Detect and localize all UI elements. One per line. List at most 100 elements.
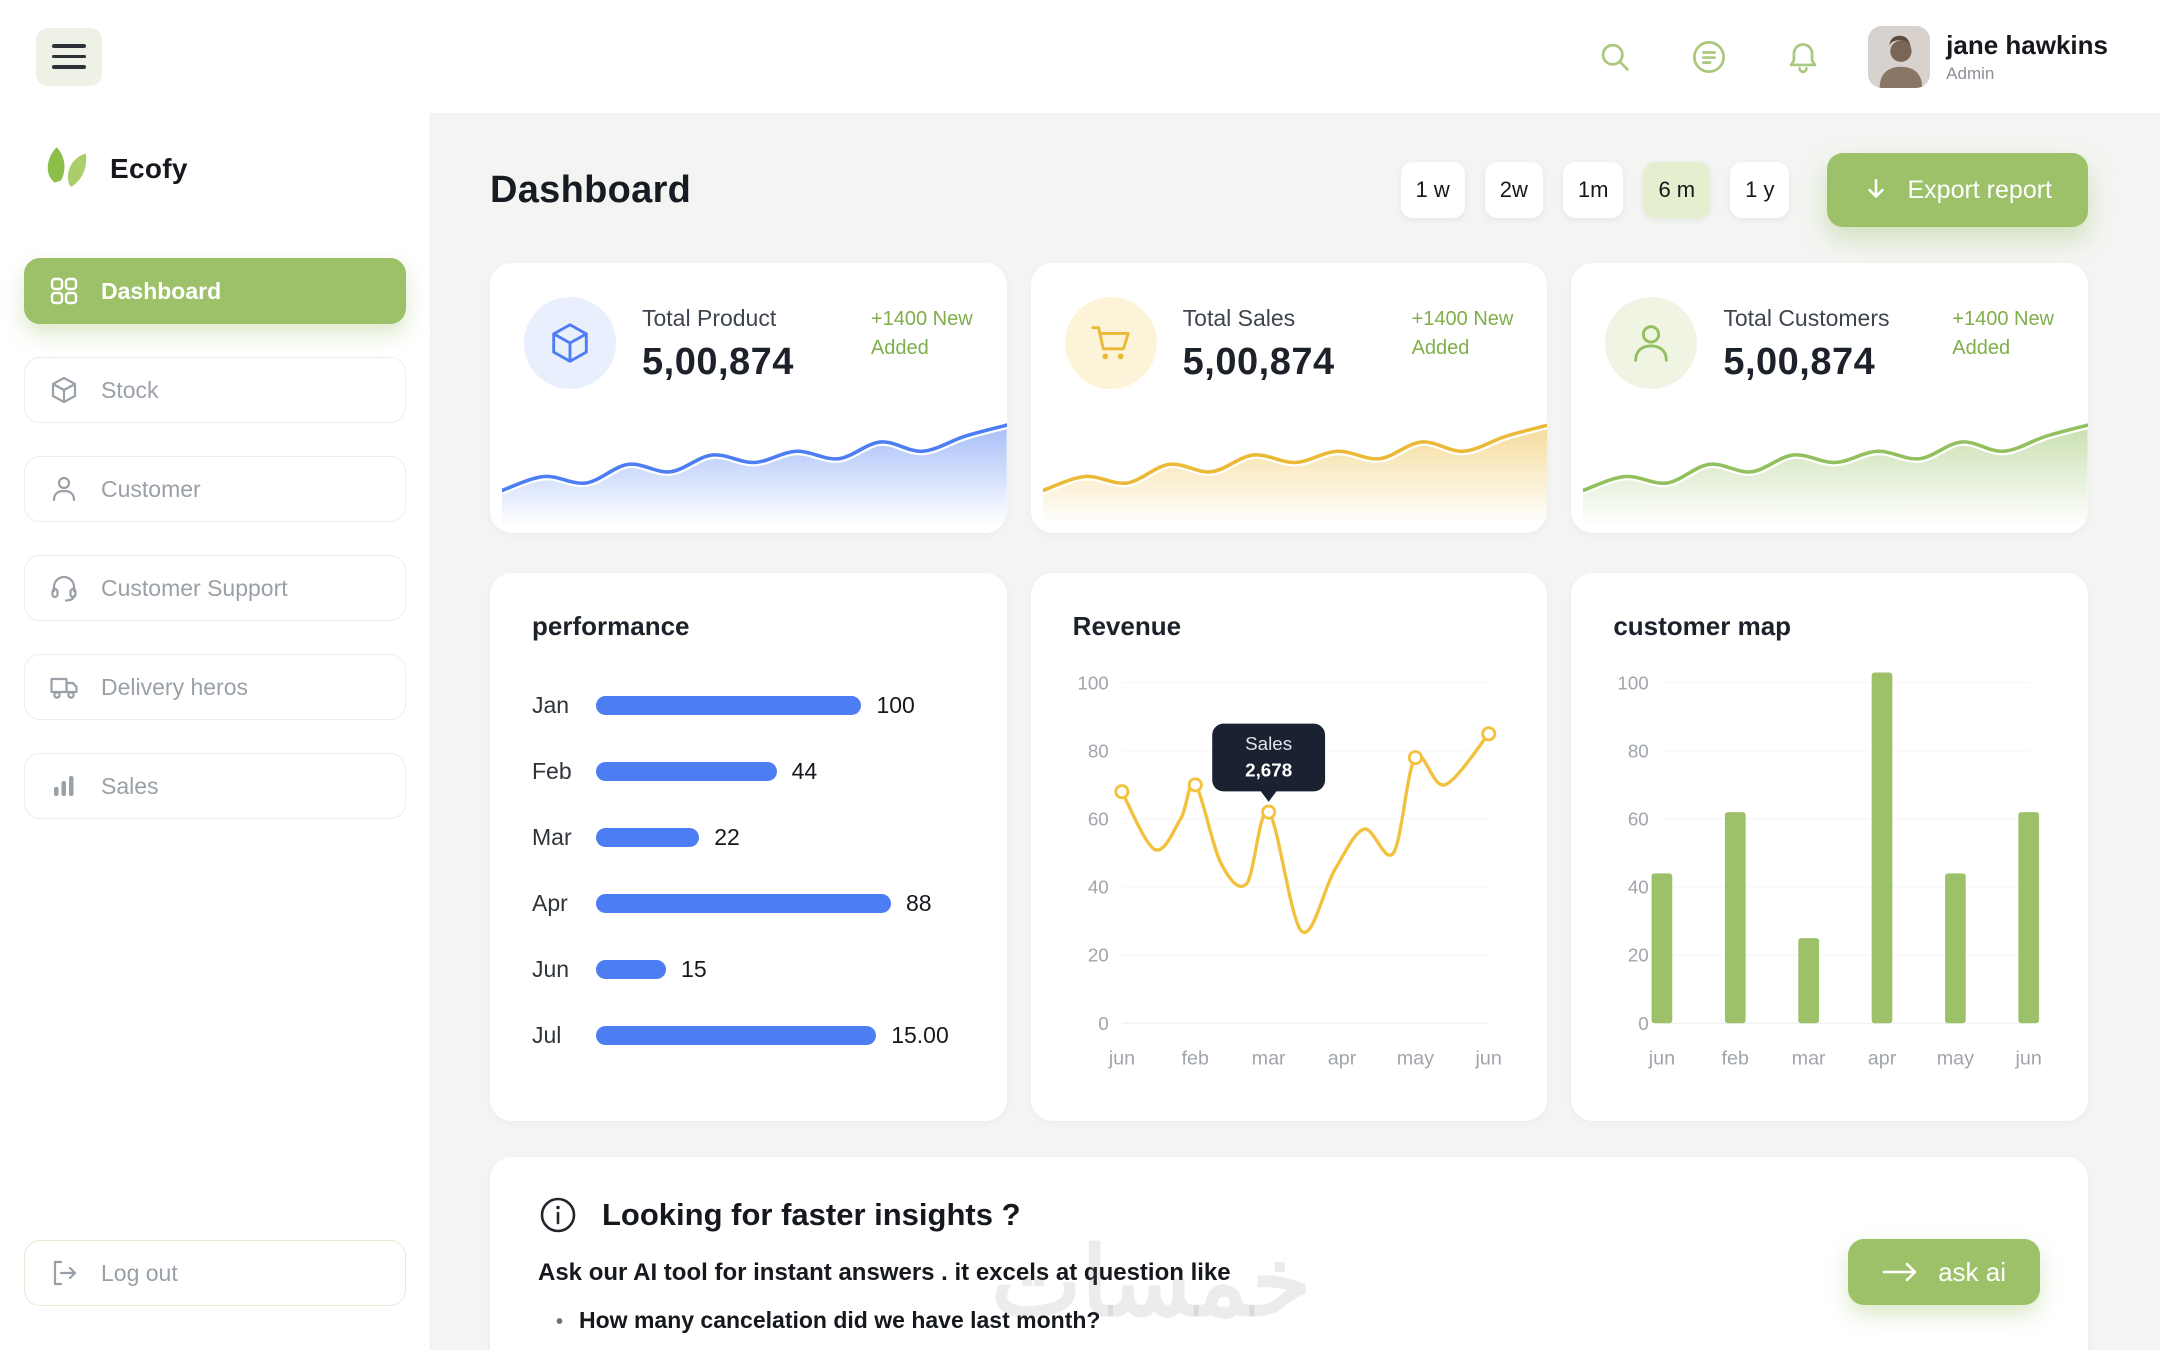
performance-rows: Jan 100 Feb 44 Mar 22 Apr 88 Jun 15 Jul 15.00 — [532, 690, 965, 1050]
logout-icon — [53, 1260, 77, 1286]
grid-icon — [50, 277, 78, 305]
ask-ai-label: ask ai — [1938, 1256, 2006, 1287]
sidebar-item-customer[interactable]: Customer — [24, 456, 406, 522]
bar-chart-icon — [54, 776, 74, 796]
stat-value: 5,00,874 — [1723, 341, 1876, 383]
svg-text:40: 40 — [1628, 877, 1649, 898]
range-chip-1m[interactable]: 1m — [1562, 162, 1624, 218]
customers-icon — [1605, 297, 1698, 389]
sidebar-item-sales[interactable]: Sales — [24, 753, 406, 819]
performance-value: 88 — [905, 889, 932, 916]
insights-subtitle: Ask our AI tool for instant answers . it… — [538, 1259, 1231, 1286]
sidebar-item-delivery-heros[interactable]: Delivery heros — [24, 654, 406, 720]
customer-map-card: customer map 0 20 40 60 80 100 jun feb mar apr may… — [1571, 573, 2089, 1121]
svg-text:jun: jun — [1107, 1048, 1134, 1070]
performance-category: Mar — [532, 823, 572, 850]
customer-map-bar — [1651, 873, 1673, 1024]
insights-bullets: • How many cancelation did we have last … — [538, 1307, 1848, 1350]
svg-text:may: may — [1396, 1048, 1433, 1070]
svg-text:2,678: 2,678 — [1245, 759, 1292, 780]
customer-map-chart: 0 20 40 60 80 100 jun feb mar apr may jun — [1618, 672, 2043, 1070]
sidebar-item-customer-support[interactable]: Customer Support — [24, 555, 406, 621]
range-chip-6m[interactable]: 6 m — [1643, 162, 1711, 218]
bell-icon[interactable] — [1774, 28, 1832, 86]
performance-card: performance Jan 100 Feb 44 Mar 22 Apr 88 Jun 15 Ju… — [490, 573, 1007, 1121]
performance-title: performance — [532, 611, 690, 641]
header-actions: 1 w 2w 1m 6 m 1 y Export report — [1400, 153, 2088, 227]
performance-category: Feb — [532, 757, 572, 784]
performance-value: 100 — [876, 691, 915, 718]
sidebar-item-label: Stock — [101, 376, 159, 403]
download-icon — [1868, 178, 1885, 198]
revenue-title: Revenue — [1072, 611, 1182, 641]
charts-row: performance Jan 100 Feb 44 Mar 22 Apr 88 Jun 15 Ju… — [490, 573, 2089, 1121]
insights-title: Looking for faster insights ? — [602, 1197, 1021, 1232]
range-chip-1w[interactable]: 1 w — [1400, 162, 1465, 218]
performance-bar — [596, 893, 891, 913]
customer-map-bar — [1945, 873, 1967, 1024]
topbar-actions: jane hawkins Admin — [1586, 25, 2108, 88]
user-name: jane hawkins — [1946, 29, 2108, 60]
svg-text:0: 0 — [1098, 1013, 1108, 1034]
performance-value: 44 — [791, 757, 818, 784]
ask-ai-button[interactable]: ask ai — [1848, 1239, 2040, 1305]
page-title: Dashboard — [490, 168, 692, 211]
performance-row-jul: Jul 15.00 — [532, 1020, 965, 1050]
sidebar-item-stock[interactable]: Stock — [24, 357, 406, 423]
export-report-label: Export report — [1907, 175, 2052, 204]
main-header: Dashboard 1 w 2w 1m 6 m 1 y Export report — [490, 153, 2088, 227]
sidebar-item-label: Dashboard — [101, 277, 222, 304]
stat-card-total-product: Total Product 5,00,874 +1400 New Added — [490, 263, 1007, 533]
customer-map-bar — [1725, 812, 1746, 1024]
user-meta: jane hawkins Admin — [1946, 30, 2108, 84]
performance-category: Apr — [532, 889, 568, 916]
stat-badge: +1400 New Added — [1952, 308, 2055, 359]
svg-text:apr: apr — [1868, 1048, 1897, 1070]
range-chip-1y[interactable]: 1 y — [1730, 162, 1790, 218]
sales-sparkline — [1042, 421, 1548, 529]
svg-text:20: 20 — [1087, 945, 1108, 966]
search-icon[interactable] — [1586, 28, 1644, 86]
cart-icon — [1064, 297, 1157, 389]
logout-label: Log out — [101, 1259, 178, 1286]
hamburger-menu-button[interactable] — [36, 27, 102, 86]
stats-row: Total Product 5,00,874 +1400 New Added — [490, 263, 2089, 533]
user-profile[interactable]: jane hawkins Admin — [1868, 25, 2108, 88]
performance-category: Jul — [532, 1021, 562, 1048]
sidebar-item-dashboard[interactable]: Dashboard — [24, 258, 406, 324]
customer-map-bar — [1872, 672, 1893, 1024]
svg-text:80: 80 — [1628, 740, 1649, 761]
svg-text:feb: feb — [1181, 1048, 1208, 1070]
bullet-dot: • — [556, 1311, 564, 1333]
stat-card-total-customers: Total Customers 5,00,874 +1400 New Added — [1571, 263, 2089, 533]
topbar: jane hawkins Admin — [0, 0, 2160, 113]
info-icon — [540, 1197, 576, 1233]
product-sparkline — [502, 421, 1007, 529]
performance-value: 22 — [714, 823, 740, 850]
avatar — [1868, 25, 1931, 88]
performance-category: Jun — [532, 955, 570, 982]
user-role: Admin — [1946, 63, 1995, 83]
stat-card-total-sales: Total Sales 5,00,874 +1400 New Added — [1030, 263, 1548, 533]
svg-text:mar: mar — [1792, 1048, 1826, 1070]
svg-text:jun: jun — [1648, 1048, 1675, 1070]
sidebar-nav: Dashboard Stock Customer — [24, 258, 406, 819]
performance-row-jan: Jan 100 — [532, 690, 965, 720]
svg-text:80: 80 — [1087, 740, 1108, 761]
logout-button[interactable]: Log out — [24, 1240, 406, 1306]
svg-text:0: 0 — [1639, 1013, 1649, 1034]
svg-text:100: 100 — [1077, 672, 1108, 693]
stat-texts: Total Product 5,00,874 — [642, 297, 794, 384]
performance-category: Jan — [532, 691, 570, 718]
ecofy-logo-icon — [38, 141, 92, 196]
person-icon — [52, 476, 76, 502]
insights-card: Looking for faster insights ? Ask our AI… — [490, 1157, 2088, 1350]
insight-bullet: • How many cancelation did we have last … — [556, 1307, 1101, 1333]
stat-value: 5,00,874 — [642, 341, 794, 383]
customer-map-bar — [1798, 938, 1820, 1024]
range-chip-2w[interactable]: 2w — [1484, 162, 1543, 218]
svg-text:Sales: Sales — [1245, 733, 1292, 754]
notes-icon[interactable] — [1680, 28, 1738, 86]
export-report-button[interactable]: Export report — [1827, 153, 2088, 227]
sidebar-item-label: Customer Support — [101, 574, 288, 601]
